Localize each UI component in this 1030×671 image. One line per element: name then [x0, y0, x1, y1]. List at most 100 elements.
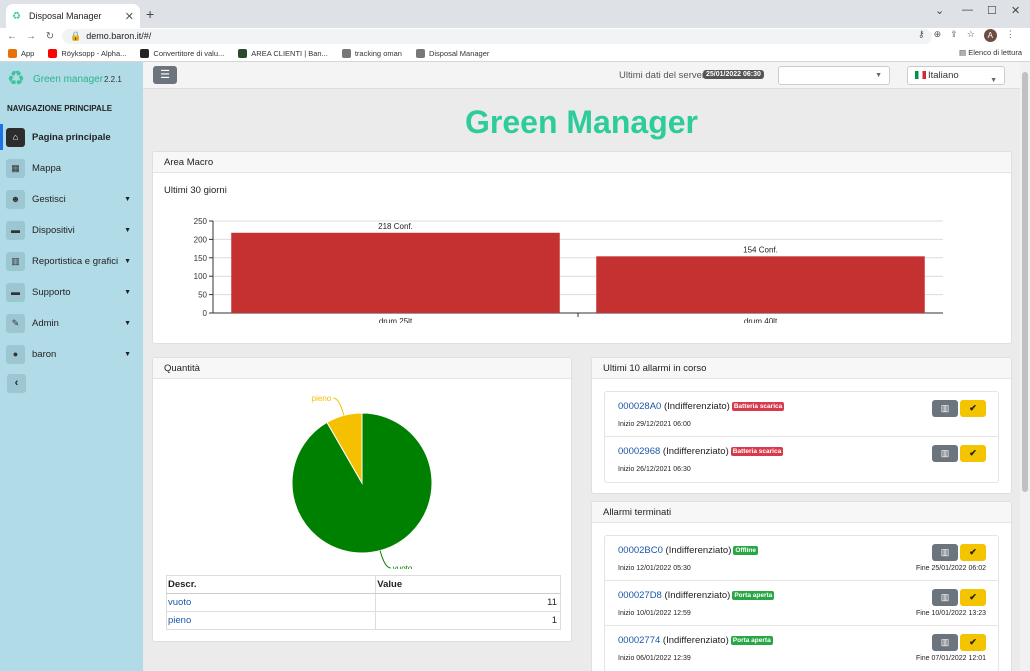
app: ♻ Green manager 2.2.1 NAVIGAZIONE PRINCI… — [0, 62, 1030, 671]
main-content: ☰ Ultimi dati del server: 25/01/2022 06:… — [143, 62, 1020, 671]
bookmark-item[interactable]: Convertitore di valu... — [140, 48, 224, 58]
profile-avatar[interactable]: A — [983, 29, 997, 42]
star-icon[interactable]: ☆ — [966, 29, 975, 39]
sidebar-item-label: Reportistica e grafici — [32, 255, 119, 267]
new-tab-icon[interactable]: + — [146, 6, 155, 22]
map-icon: ▦ — [6, 158, 25, 178]
reading-list[interactable]: ▤ Elenco di lettura — [959, 48, 1022, 57]
brand-name: Green manager — [33, 73, 104, 85]
bookmark-item[interactable]: App — [8, 48, 34, 58]
filter-select[interactable]: ▼ — [778, 66, 890, 85]
alarm-id-link[interactable]: 00002BC0 — [618, 545, 663, 556]
x-tick-label: drum 25lt — [379, 317, 413, 323]
bookmark-item[interactable]: Röyksopp - Alpha... — [48, 48, 126, 58]
map-button[interactable]: ▥ — [932, 445, 958, 462]
zoom-icon[interactable]: ⊕ — [933, 29, 942, 39]
scrollbar-thumb[interactable] — [1022, 72, 1028, 492]
alarm-id-link[interactable]: 00002968 — [618, 446, 661, 457]
sidebar-item-label: Mappa — [32, 162, 62, 174]
back-icon[interactable]: ← — [7, 31, 17, 42]
alarm-end: Fine 25/01/2022 06:02 — [915, 565, 986, 572]
italy-flag-icon — [915, 71, 926, 79]
table-cell-value: 1 — [375, 611, 561, 630]
alarm-line: 000027D8 (Indifferenziato) Porta aperta — [618, 590, 775, 601]
bookmark-label: tracking oman — [354, 48, 402, 58]
caret-down-icon: ▼ — [124, 350, 131, 358]
status-badge: Porta aperta — [732, 591, 775, 600]
minimize-icon[interactable]: — — [962, 4, 973, 16]
bar[interactable] — [596, 256, 925, 313]
page-scrollbar[interactable] — [1020, 62, 1030, 671]
bar[interactable] — [231, 232, 560, 313]
map-button[interactable]: ▥ — [932, 544, 958, 561]
map-button[interactable]: ▥ — [932, 400, 958, 417]
alarm-id-link[interactable]: 000027D8 — [618, 590, 662, 601]
alarm-line: 00002968 (Indifferenziato) Batteria scari… — [618, 446, 784, 457]
sidebar-item-label: baron — [32, 348, 57, 360]
active-alarms-list: 000028A0 (Indifferenziato) Batteria scari… — [604, 391, 999, 483]
address-bar: ← → ↻ 🔒 demo.baron.it/#/ ⚷ ⊕ ⇪ ☆ A ⋮ — [0, 28, 1030, 45]
sidebar-item[interactable]: ⌂ Pagina principale — [0, 122, 143, 152]
acknowledge-button[interactable]: ✔ — [960, 445, 986, 462]
alarm-row: 000028A0 (Indifferenziato) Batteria scari… — [605, 392, 998, 437]
sidebar-item[interactable]: ✎ Admin ▼ — [0, 308, 143, 338]
status-badge: Batteria scarica — [730, 447, 784, 456]
brand[interactable]: ♻ Green manager — [7, 68, 103, 90]
chevron-down-icon: ▼ — [875, 72, 882, 79]
bar-chart: 0 50 100 150 200 250 218 Conf. drum 25lt 154 Con… — [194, 217, 943, 323]
language-select[interactable]: Italiano ▼ — [907, 66, 1005, 85]
bookmark-item[interactable]: tracking oman — [341, 48, 402, 58]
sidebar-item[interactable]: ▥ Reportistica e grafici ▼ — [0, 246, 143, 276]
sidebar-item[interactable]: ▬ Supporto ▼ — [0, 277, 143, 307]
maximize-icon[interactable]: ☐ — [987, 5, 997, 17]
bookmark-item[interactable]: AREA CLIENTI | Ban... — [238, 48, 328, 58]
collapse-sidebar-button[interactable]: ‹ — [7, 374, 26, 393]
map-icon: ▥ — [940, 592, 950, 602]
sidebar-item-label: Gestisci — [32, 193, 66, 205]
menu-toggle-button[interactable]: ☰ — [153, 66, 177, 84]
tab-title: Disposal Manager — [29, 11, 102, 21]
more-icon[interactable]: ⋮ — [1005, 29, 1015, 39]
alarm-start: Inizio 06/01/2022 12:39 — [618, 655, 691, 662]
sidebar-item[interactable]: ▬ Dispositivi ▼ — [0, 215, 143, 245]
sidebar-item[interactable]: ● baron ▼ — [0, 339, 143, 369]
check-icon: ✔ — [969, 592, 977, 602]
status-badge: Porta aperta — [730, 636, 773, 645]
url-field[interactable]: 🔒 demo.baron.it/#/ — [62, 29, 932, 44]
chevron-down-icon: ▼ — [990, 77, 997, 84]
pie-label: pieno — [312, 394, 332, 403]
bookmark-item[interactable]: Disposal Manager — [415, 48, 489, 58]
alarm-type: (Indifferenziato) — [665, 545, 732, 556]
bookmark-icon — [238, 48, 248, 58]
table-cell-value: 11 — [375, 593, 561, 612]
map-button[interactable]: ▥ — [932, 589, 958, 606]
y-tick-label: 200 — [194, 235, 208, 244]
table-cell-descr[interactable]: vuoto — [165, 593, 377, 612]
quantita-panel: Quantità vuoto pieno Descr. Value vuoto 1… — [152, 357, 572, 642]
alarm-id-link[interactable]: 00002774 — [618, 635, 661, 646]
table-cell-descr[interactable]: pieno — [165, 611, 377, 630]
alarm-id-link[interactable]: 000028A0 — [618, 401, 662, 412]
acknowledge-button[interactable]: ✔ — [960, 634, 986, 651]
alarm-start: Inizio 12/01/2022 05:30 — [618, 565, 691, 572]
alarm-start: Inizio 26/12/2021 06:30 — [618, 466, 691, 473]
closed-alarms-panel: Allarmi terminati 00002BC0 (Indifferenzi… — [591, 501, 1012, 671]
acknowledge-button[interactable]: ✔ — [960, 589, 986, 606]
sidebar-item[interactable]: ▦ Mappa — [0, 153, 143, 183]
lock-icon: 🔒 — [70, 31, 82, 41]
forward-icon[interactable]: → — [26, 31, 36, 42]
close-icon[interactable]: ✕ — [124, 10, 134, 23]
alarm-row: 00002774 (Indifferenziato) Porta aperta In… — [605, 626, 998, 671]
map-button[interactable]: ▥ — [932, 634, 958, 651]
key-icon[interactable]: ⚷ — [918, 29, 925, 39]
bookmarks-bar: App Röyksopp - Alpha... Convertitore di va… — [0, 45, 1030, 62]
share-icon[interactable]: ⇪ — [950, 29, 958, 39]
window-close-icon[interactable]: ✕ — [1011, 5, 1021, 17]
users-icon: ☻ — [6, 189, 25, 209]
acknowledge-button[interactable]: ✔ — [960, 400, 986, 417]
browser-tab[interactable]: ♻ Disposal Manager ✕ — [6, 4, 140, 28]
chevron-down-icon[interactable]: ⌄ — [935, 5, 945, 17]
acknowledge-button[interactable]: ✔ — [960, 544, 986, 561]
reload-icon[interactable]: ↻ — [45, 31, 55, 42]
sidebar-item[interactable]: ☻ Gestisci ▼ — [0, 184, 143, 214]
